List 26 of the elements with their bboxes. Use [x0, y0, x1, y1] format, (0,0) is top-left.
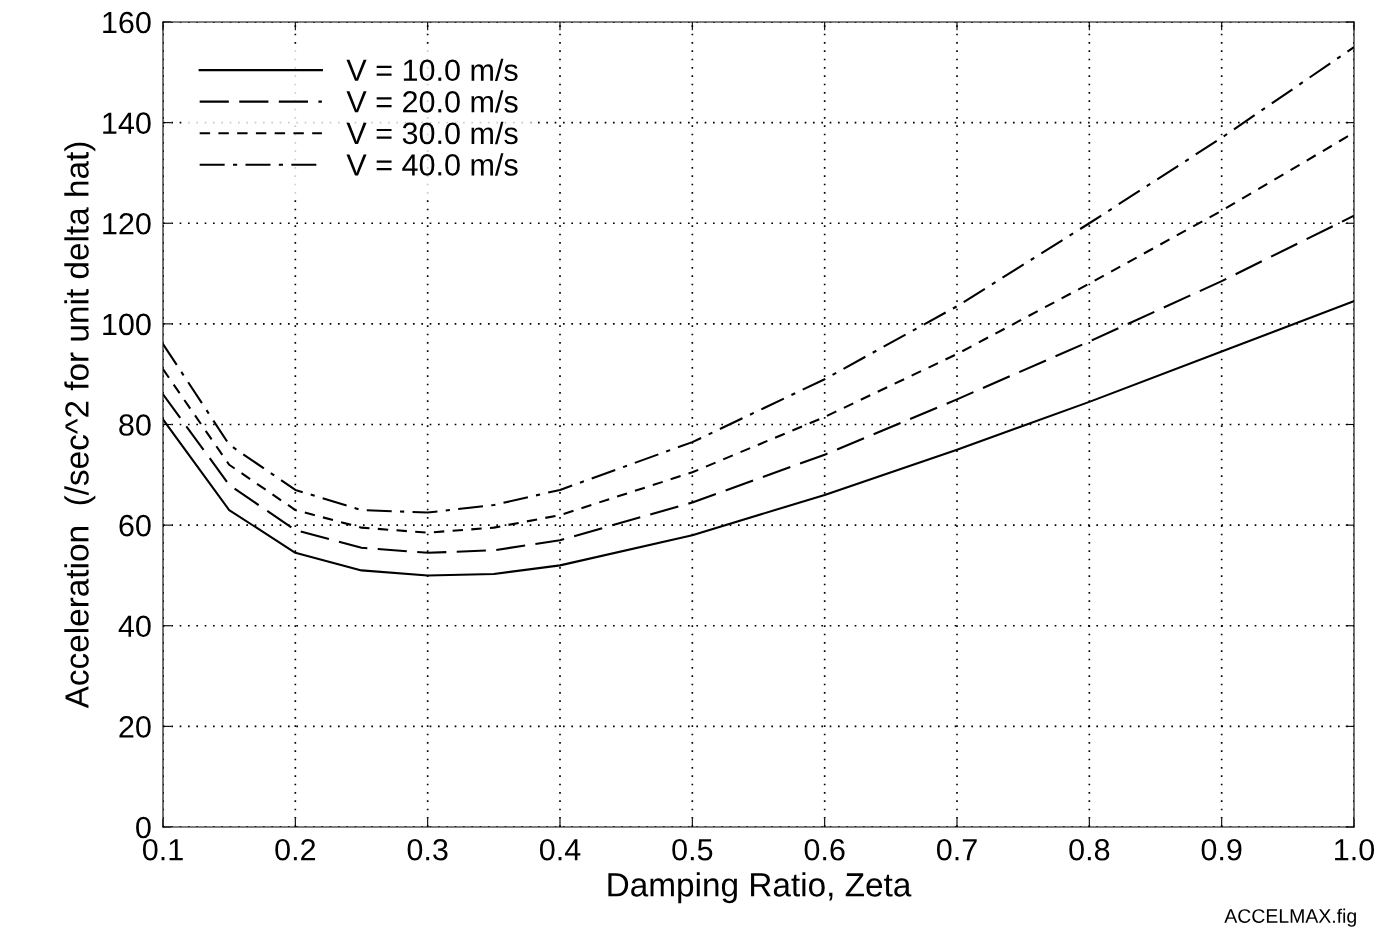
y-tick-label: 100 [103, 313, 151, 336]
y-tick-label: 140 [103, 112, 151, 134]
x-tick-label: 0.2 [275, 838, 316, 861]
y-tick-label: 40 [118, 615, 151, 638]
legend-label: V = 40.0 m/s [346, 153, 518, 176]
x-axis-title: Damping Ratio, Zeta [608, 872, 912, 904]
y-tick-label: 0 [136, 816, 151, 839]
x-tick-label: 0.8 [1069, 838, 1110, 861]
y-tick-label: 80 [119, 414, 151, 436]
x-tick-label: 0.1 [142, 838, 183, 861]
legend-label: V = 10.0 m/s [346, 58, 518, 82]
x-tick-label: 0.5 [672, 838, 713, 861]
x-tick-label: 0.7 [936, 838, 977, 861]
x-tick-label: 1.0 [1335, 838, 1375, 861]
x-tick-label: 0.4 [539, 838, 581, 861]
y-tick-label: 20 [119, 716, 151, 738]
text: ACCELMAX.fig [1224, 908, 1356, 927]
x-tick-label: 0.6 [804, 838, 845, 861]
y-tick-label: 160 [103, 11, 151, 34]
x-tick-label: 0.9 [1201, 838, 1242, 861]
legend-label: V = 30.0 m/s [346, 121, 518, 145]
y-axis-title: Acceleration (/sec^2 for unit delta hat) [64, 142, 96, 709]
y-tick-label: 60 [119, 514, 151, 537]
x-tick-label: 0.3 [407, 838, 448, 861]
legend-label: V = 20.0 m/s [346, 90, 518, 113]
y-tick-label: 120 [103, 212, 151, 235]
